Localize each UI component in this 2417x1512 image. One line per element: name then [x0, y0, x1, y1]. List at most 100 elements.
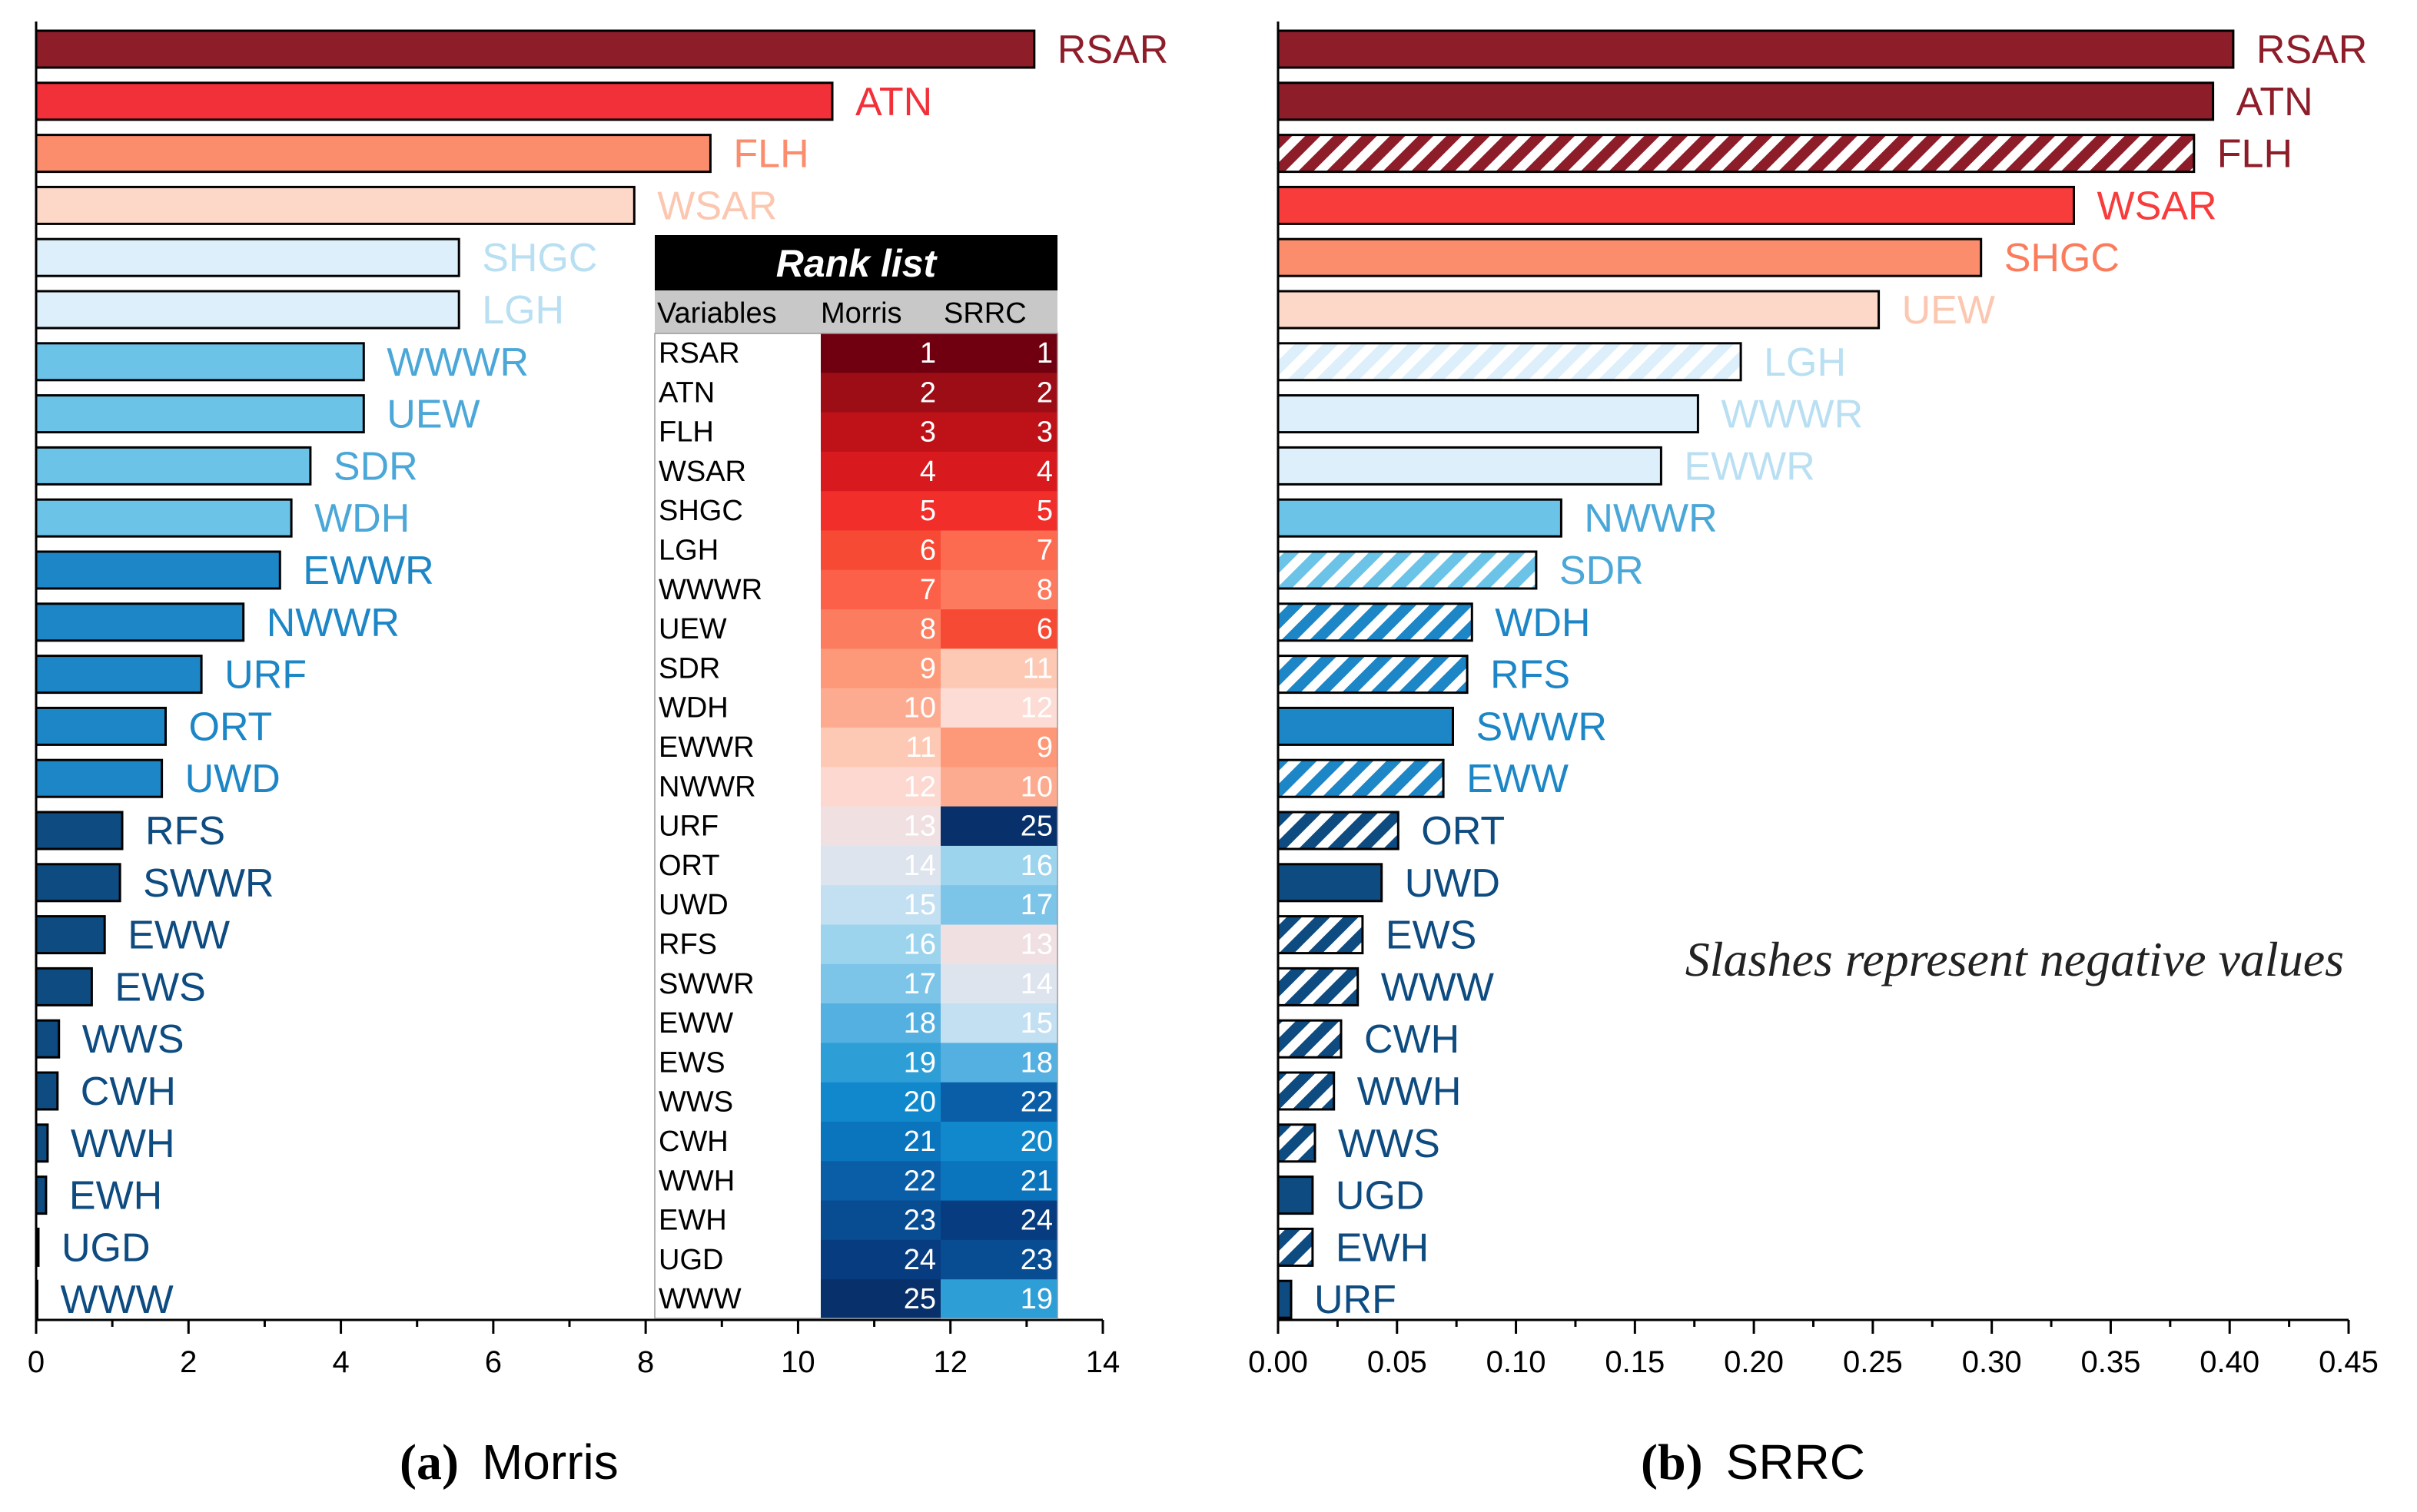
rank-morris-cell [821, 963, 941, 1004]
srrc-bar-cwh [1277, 1019, 1343, 1059]
rank-variable-ewwr: EWWR [659, 731, 755, 764]
srrc-bar-sdr [1277, 550, 1538, 590]
rank-list-border [654, 333, 1058, 1319]
rank-morris-cell [821, 1122, 941, 1162]
morris-label-uwd: UWD [185, 757, 281, 801]
morris-label-urf: URF [224, 653, 307, 698]
morris-caption-letter: (a) [400, 1434, 459, 1490]
rank-srrc-value: 22 [1021, 1086, 1053, 1119]
srrc-bar-wdh [1277, 602, 1473, 642]
rank-variable-ugd: UGD [659, 1244, 723, 1276]
srrc-tick-label: 0.25 [1843, 1345, 1903, 1379]
morris-bar-www [35, 1279, 38, 1319]
morris-label-swwr: SWWR [143, 861, 274, 906]
morris-bar-swwr [35, 863, 121, 903]
morris-label-lgh: LGH [482, 288, 564, 333]
rank-srrc-cell [941, 569, 1057, 610]
morris-bar-ugd [35, 1227, 40, 1267]
rank-morris-cell [821, 728, 941, 768]
srrc-tick-label: 0.45 [2319, 1345, 2379, 1379]
rank-srrc-value: 2 [1037, 376, 1053, 409]
rank-variable-rsar: RSAR [659, 337, 740, 370]
morris-bar-urf [35, 655, 203, 695]
rank-morris-value: 11 [906, 731, 936, 764]
morris-bar-ewwr [35, 550, 281, 590]
rank-header-srrc: SRRC [944, 297, 1027, 330]
rank-srrc-value: 23 [1021, 1244, 1053, 1276]
negative-values-note: Slashes represent negative values [1685, 932, 2344, 986]
rank-srrc-cell [941, 451, 1057, 492]
rank-morris-cell [821, 688, 941, 728]
srrc-bar-flh [1277, 134, 2196, 174]
srrc-label-cwh: CWH [1364, 1017, 1459, 1062]
rank-srrc-cell [941, 1082, 1057, 1122]
rank-morris-value: 20 [904, 1086, 936, 1119]
rank-morris-value: 14 [904, 850, 936, 882]
srrc-tick-label: 0.40 [2200, 1345, 2259, 1379]
morris-bar-uew [35, 394, 365, 434]
rank-srrc-value: 5 [1037, 495, 1053, 527]
morris-bar-flh [35, 134, 712, 174]
rank-srrc-cell [941, 648, 1057, 689]
srrc-caption-text: SRRC [1726, 1434, 1865, 1490]
rank-variable-wsar: WSAR [659, 456, 746, 488]
rank-morris-cell [821, 1200, 941, 1241]
rank-variable-eww: EWW [659, 1007, 733, 1040]
srrc-label-wws: WWS [1338, 1122, 1440, 1166]
morris-label-wwwr: WWWR [387, 340, 529, 385]
rank-list-table: Rank list Variables Morris SRRC RSAR 1 1AT… [654, 235, 1058, 1320]
morris-bar-rsar [35, 29, 1036, 69]
rank-variable-sdr: SDR [659, 652, 720, 685]
rank-srrc-value: 10 [1021, 771, 1053, 803]
morris-tick-label: 2 [180, 1345, 197, 1379]
morris-bar-rfs [35, 811, 124, 850]
rank-morris-cell [821, 885, 941, 926]
rank-morris-cell [821, 1003, 941, 1043]
srrc-label-wdh: WDH [1495, 601, 1590, 645]
rank-variable-nwwr: NWWR [659, 771, 756, 803]
rank-morris-value: 6 [920, 535, 936, 567]
rank-srrc-cell [941, 885, 1057, 926]
rank-variable-flh: FLH [659, 416, 714, 449]
rank-morris-cell [821, 806, 941, 847]
rank-morris-value: 25 [904, 1283, 936, 1315]
srrc-tick-label: 0.00 [1248, 1345, 1308, 1379]
rank-srrc-value: 13 [1021, 929, 1053, 961]
morris-label-sdr: SDR [334, 444, 418, 489]
srrc-bar-ort [1277, 811, 1399, 850]
rank-morris-value: 15 [904, 889, 936, 921]
morris-label-ugd: UGD [61, 1225, 151, 1270]
srrc-bar-urf [1277, 1279, 1293, 1319]
srrc-label-uwd: UWD [1405, 861, 1500, 906]
srrc-bar-rfs [1277, 655, 1469, 695]
srrc-label-ewwr: EWWR [1684, 444, 1814, 489]
rank-morris-value: 8 [920, 613, 936, 645]
morris-panel: RSAR ATN FLH WSAR SHGC LGH WWWR UEW SDR WDH EWWR NW… [28, 22, 1168, 1379]
rank-morris-value: 21 [904, 1126, 936, 1158]
rank-morris-cell [821, 569, 941, 610]
rank-srrc-cell [941, 491, 1057, 532]
srrc-label-wwh: WWH [1357, 1069, 1462, 1114]
rank-srrc-value: 9 [1037, 731, 1053, 764]
srrc-tick-label: 0.05 [1367, 1345, 1427, 1379]
srrc-label-ewh: EWH [1336, 1225, 1429, 1270]
rank-morris-cell [821, 1043, 941, 1083]
srrc-bar-atn [1277, 81, 2215, 121]
srrc-label-rsar: RSAR [2256, 28, 2367, 72]
srrc-label-atn: ATN [2236, 80, 2313, 124]
rank-morris-value: 10 [904, 692, 936, 724]
srrc-bar-uew [1277, 290, 1881, 330]
srrc-bar-eww [1277, 758, 1445, 798]
morris-bar-wwwr [35, 342, 365, 382]
srrc-tick-label: 0.20 [1724, 1345, 1784, 1379]
morris-label-ewwr: EWWR [303, 549, 433, 593]
rank-morris-value: 23 [904, 1205, 936, 1237]
rank-srrc-cell [941, 1200, 1057, 1241]
rank-list-header-bg [655, 290, 1057, 333]
rank-srrc-value: 7 [1037, 535, 1053, 567]
rank-morris-value: 24 [904, 1244, 936, 1276]
rank-variable-uew: UEW [659, 613, 727, 645]
rank-morris-cell [821, 1239, 941, 1280]
